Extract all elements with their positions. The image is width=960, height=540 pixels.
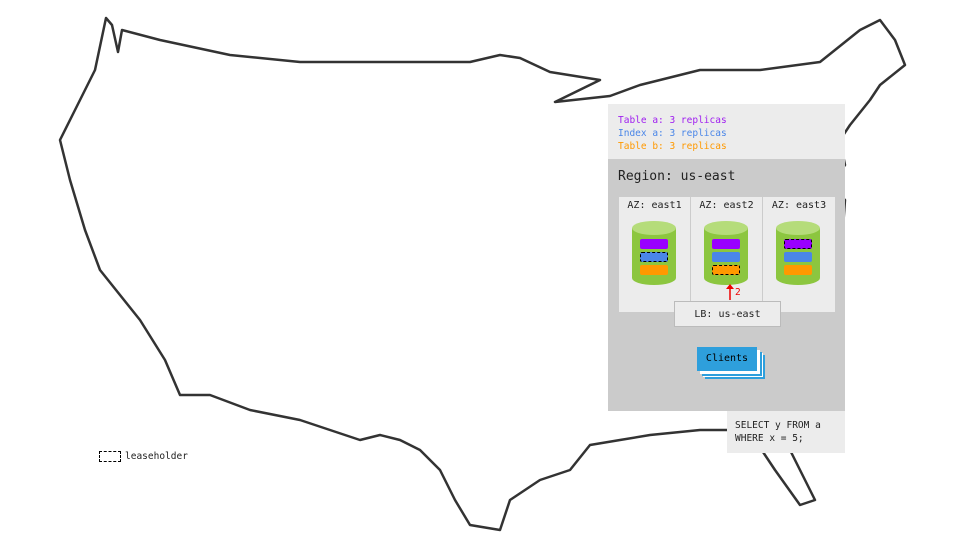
arrow-up-icon — [726, 284, 734, 300]
replica-legend: Table a: 3 replicas Index a: 3 replicas … — [608, 104, 845, 160]
replica-table-a — [784, 239, 812, 249]
leaseholder-legend: leaseholder — [99, 451, 188, 462]
region-title: Region: us-east — [618, 169, 736, 184]
leaseholder-label: leaseholder — [125, 451, 188, 462]
replica-table-b — [640, 265, 668, 275]
clients: Clients — [697, 347, 757, 371]
legend-table-b: Table b: 3 replicas — [618, 141, 727, 152]
load-balancer: LB: us-east — [674, 301, 781, 327]
replica-index-a — [712, 252, 740, 262]
leaseholder-swatch — [99, 451, 121, 462]
legend-table-a: Table a: 3 replicas — [618, 115, 727, 126]
replica-table-a — [712, 239, 740, 249]
replica-table-a — [640, 239, 668, 249]
replica-index-a — [640, 252, 668, 262]
replica-index-a — [784, 252, 812, 262]
sql-query: SELECT y FROM a WHERE x = 5; — [727, 411, 845, 453]
az-label: AZ: east3 — [771, 200, 827, 211]
az-label: AZ: east1 — [627, 200, 682, 211]
az-3: AZ: east3 — [763, 197, 835, 312]
az-2: AZ: east2 — [691, 197, 763, 312]
region-us-east: Region: us-east AZ: east1 AZ: east2 AZ: ea… — [608, 159, 845, 411]
database-node-icon — [632, 221, 676, 285]
az-1: AZ: east1 — [619, 197, 691, 312]
arrow-label: 2 — [735, 287, 741, 298]
replica-table-b — [712, 265, 740, 275]
replica-table-b — [784, 265, 812, 275]
az-container: AZ: east1 AZ: east2 AZ: east3 — [619, 197, 835, 312]
database-node-icon — [776, 221, 820, 285]
legend-index-a: Index a: 3 replicas — [618, 128, 727, 139]
az-label: AZ: east2 — [699, 200, 754, 211]
database-node-icon — [704, 221, 748, 285]
